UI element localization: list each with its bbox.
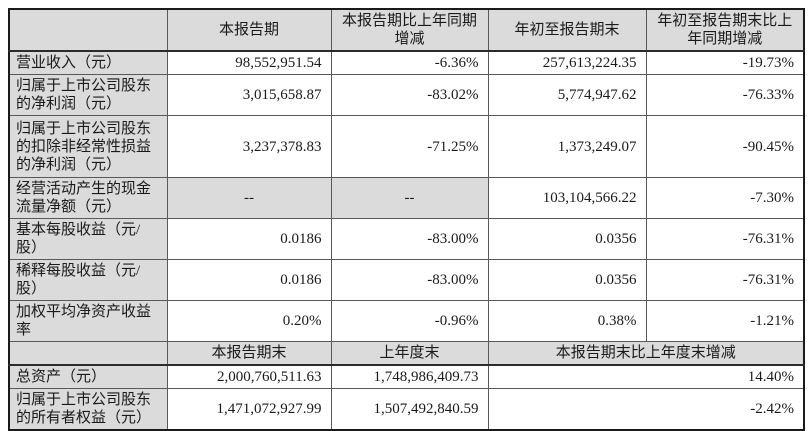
metric-label: 营业收入（元）: [8, 50, 168, 75]
metric-value: 0.0356: [487, 259, 647, 301]
metric-value-na: --: [330, 177, 489, 219]
metric-value: 0.0186: [166, 218, 332, 260]
metric-value: 257,613,224.35: [487, 50, 647, 75]
metric-value: 3,237,378.83: [166, 115, 332, 178]
table-row-operating-cash-flow: 经营活动产生的现金流量净额（元） -- -- 103,104,566.22 -7…: [8, 177, 805, 219]
header-ytd-yoy-change: 年初至报告期末比上年同期增减: [645, 8, 805, 52]
metric-value: 0.20%: [166, 300, 332, 342]
metric-value: -76.31%: [645, 259, 805, 301]
metric-value: 0.0186: [166, 259, 332, 301]
metric-value: 1,373,249.07: [487, 115, 647, 178]
table-row-diluted-eps: 稀释每股收益（元/股） 0.0186 -83.00% 0.0356 -76.31…: [8, 259, 805, 301]
metric-value: -83.00%: [330, 259, 489, 301]
metric-value: -71.25%: [330, 115, 489, 178]
financial-summary-table: 本报告期 本报告期比上年同期增减 年初至报告期末 年初至报告期末比上年同期增减 …: [8, 8, 805, 431]
metric-value: -19.73%: [645, 50, 805, 75]
metric-value: 103,104,566.22: [487, 177, 647, 219]
header-end-of-last-year: 上年度末: [330, 341, 489, 366]
metric-value: 1,507,492,840.59: [330, 388, 489, 431]
snapshot-header-row: 本报告期末 上年度末 本报告期末比上年度末增减: [8, 341, 805, 366]
metric-value: -83.02%: [330, 74, 489, 116]
header-current-period: 本报告期: [166, 8, 332, 52]
metric-label: 加权平均净资产收益率: [8, 300, 168, 342]
metric-label: 经营活动产生的现金流量净额（元）: [8, 177, 168, 219]
metric-value: 0.38%: [487, 300, 647, 342]
metric-label: 总资产（元）: [8, 364, 168, 389]
table-row-net-profit-excl-nonrecurring: 归属于上市公司股东的扣除非经常性损益的净利润（元） 3,237,378.83 -…: [8, 115, 805, 178]
metric-label: 稀释每股收益（元/股）: [8, 259, 168, 301]
metric-value: 1,471,072,927.99: [166, 388, 332, 431]
metric-value: 1,748,986,409.73: [330, 364, 489, 389]
header-end-of-period: 本报告期末: [166, 341, 332, 366]
metric-value: 3,015,658.87: [166, 74, 332, 116]
metric-value: -2.42%: [487, 388, 805, 431]
metric-value-na: --: [166, 177, 332, 219]
metric-value: 5,774,947.62: [487, 74, 647, 116]
metric-value: -90.45%: [645, 115, 805, 178]
metric-label: 归属于上市公司股东的净利润（元）: [8, 74, 168, 116]
metric-value: -76.31%: [645, 218, 805, 260]
period-header-row: 本报告期 本报告期比上年同期增减 年初至报告期末 年初至报告期末比上年同期增减: [8, 8, 805, 52]
table-row-total-assets: 总资产（元） 2,000,760,511.63 1,748,986,409.73…: [8, 364, 805, 389]
metric-label: 归属于上市公司股东的所有者权益（元）: [8, 388, 168, 431]
metric-value: -76.33%: [645, 74, 805, 116]
metric-value: 98,552,951.54: [166, 50, 332, 75]
table-row-basic-eps: 基本每股收益（元/股） 0.0186 -83.00% 0.0356 -76.31…: [8, 218, 805, 260]
metric-value: -1.21%: [645, 300, 805, 342]
metric-value: 14.40%: [487, 364, 805, 389]
table-row-shareholders-equity: 归属于上市公司股东的所有者权益（元） 1,471,072,927.99 1,50…: [8, 388, 805, 431]
header-period-end-change: 本报告期末比上年度末增减: [487, 341, 805, 366]
blank-header-cell: [8, 341, 168, 366]
metric-value: -83.00%: [330, 218, 489, 260]
metric-value: -6.36%: [330, 50, 489, 75]
table-row-weighted-avg-roe: 加权平均净资产收益率 0.20% -0.96% 0.38% -1.21%: [8, 300, 805, 342]
metric-value: -7.30%: [645, 177, 805, 219]
metric-label: 基本每股收益（元/股）: [8, 218, 168, 260]
metric-value: -0.96%: [330, 300, 489, 342]
table-row-operating-revenue: 营业收入（元） 98,552,951.54 -6.36% 257,613,224…: [8, 50, 805, 75]
blank-header-cell: [8, 8, 168, 52]
header-ytd: 年初至报告期末: [487, 8, 647, 52]
metric-value: 0.0356: [487, 218, 647, 260]
metric-value: 2,000,760,511.63: [166, 364, 332, 389]
metric-label: 归属于上市公司股东的扣除非经常性损益的净利润（元）: [8, 115, 168, 178]
table-row-net-profit: 归属于上市公司股东的净利润（元） 3,015,658.87 -83.02% 5,…: [8, 74, 805, 116]
header-current-period-yoy-change: 本报告期比上年同期增减: [330, 8, 489, 52]
